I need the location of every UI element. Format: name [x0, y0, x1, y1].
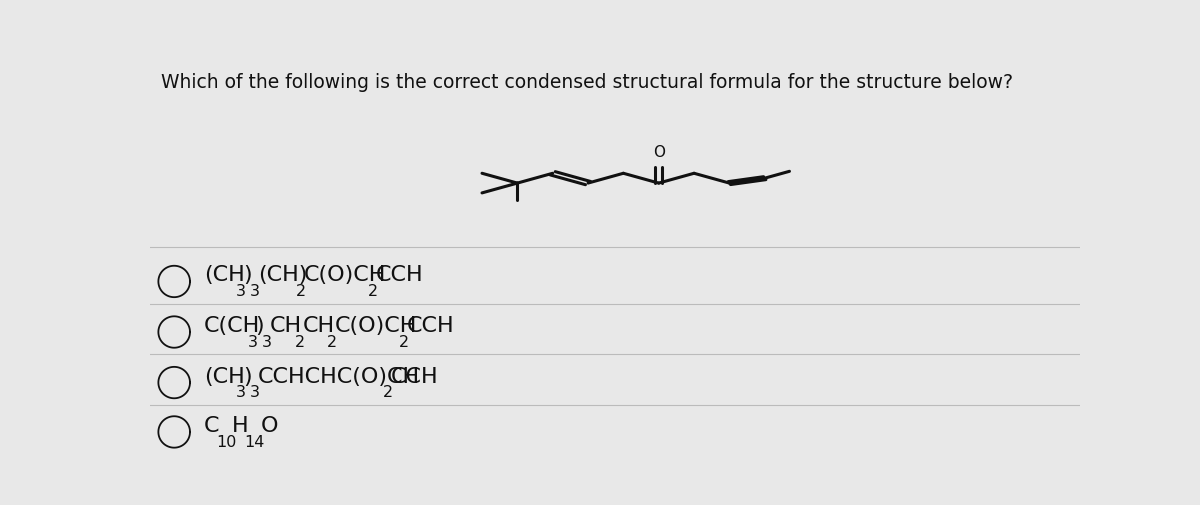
Text: C(CH: C(CH: [204, 316, 260, 336]
Text: 2: 2: [383, 385, 394, 400]
Text: 2: 2: [328, 335, 337, 350]
Text: CH: CH: [302, 316, 335, 336]
Text: 2: 2: [400, 335, 409, 350]
Text: 2: 2: [295, 335, 305, 350]
Text: 2: 2: [367, 284, 378, 299]
Text: (CH): (CH): [258, 266, 307, 285]
Text: 3: 3: [250, 284, 260, 299]
Text: CH: CH: [270, 316, 302, 336]
Text: C(O)CH: C(O)CH: [304, 266, 386, 285]
Text: (CH: (CH: [204, 367, 245, 386]
Text: Which of the following is the correct condensed structural formula for the struc: Which of the following is the correct co…: [161, 73, 1013, 92]
Text: CCH: CCH: [376, 266, 424, 285]
Text: 10: 10: [216, 435, 236, 450]
Text: 3: 3: [235, 385, 246, 400]
Text: ): ): [256, 316, 264, 336]
Text: (CH: (CH: [204, 266, 245, 285]
Text: C: C: [204, 416, 220, 436]
Text: 3: 3: [247, 335, 258, 350]
Text: H: H: [232, 416, 248, 436]
Text: 3: 3: [262, 335, 272, 350]
Text: 3: 3: [250, 385, 260, 400]
Text: O: O: [653, 145, 665, 161]
Text: ): ): [244, 266, 252, 285]
Text: CCHCHC(O)CH: CCHCHC(O)CH: [258, 367, 420, 386]
Text: ): ): [244, 367, 252, 386]
Text: 14: 14: [245, 435, 265, 450]
Text: 2: 2: [296, 284, 306, 299]
Text: C(O)CH: C(O)CH: [335, 316, 418, 336]
Text: O: O: [260, 416, 278, 436]
Text: CCH: CCH: [407, 316, 455, 336]
Text: 3: 3: [235, 284, 246, 299]
Text: CCH: CCH: [391, 367, 439, 386]
